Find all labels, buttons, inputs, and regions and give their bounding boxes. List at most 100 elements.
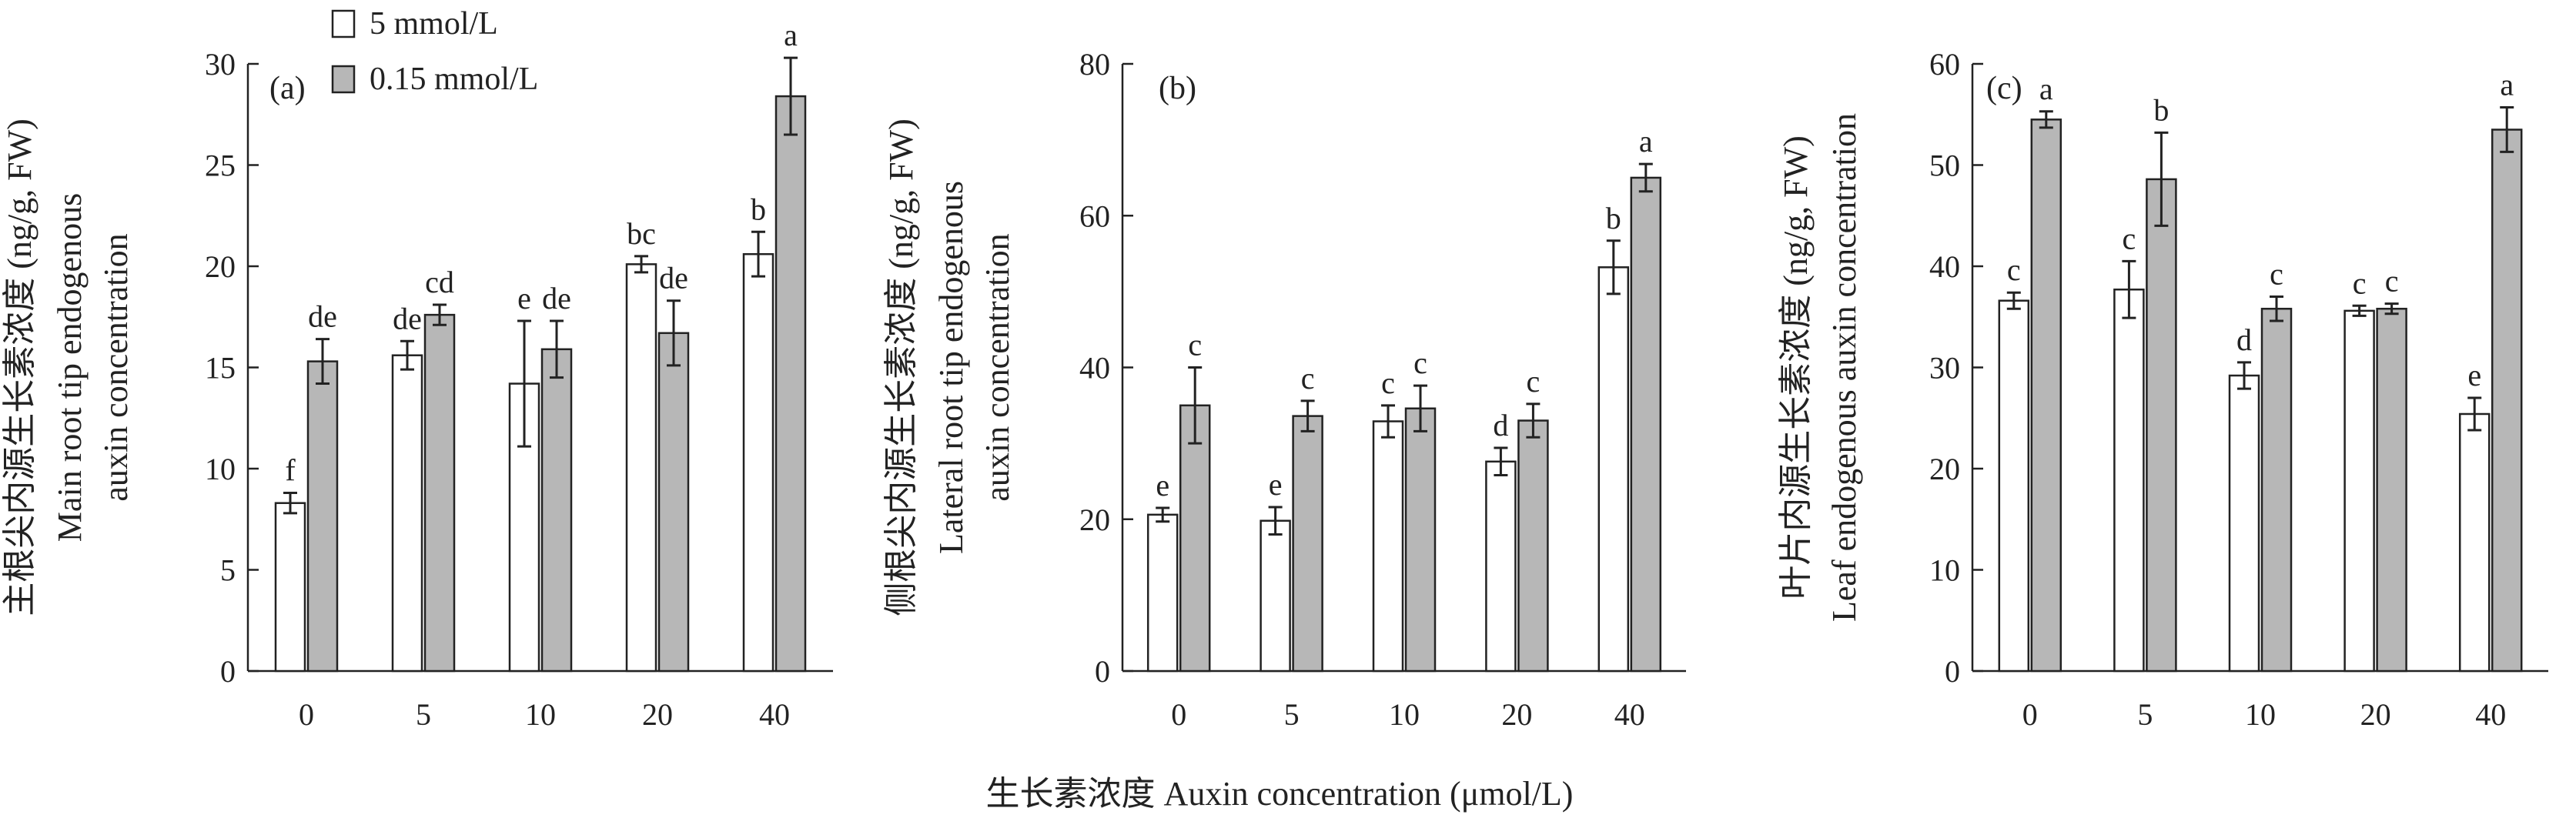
- significance-letter-c: c: [2123, 221, 2136, 255]
- y-axis-label-c: 叶片内源生长素浓度 (ng/g, FW): [1777, 135, 1815, 599]
- y-tick-label-c: 0: [1945, 654, 1960, 689]
- significance-letter-a: b: [751, 192, 766, 226]
- x-tick-label-a: 20: [642, 697, 673, 732]
- bar-a: [306, 360, 339, 673]
- panel-label-c: (c): [1986, 71, 2022, 106]
- y-axis-label-c: Leaf endogenous auxin concentration: [1825, 113, 1863, 622]
- x-tick-label-a: 40: [759, 697, 790, 732]
- significance-letter-a: e: [517, 281, 531, 316]
- y-tick-label-b: 80: [1079, 47, 1110, 82]
- y-tick-label-c: 60: [1929, 47, 1960, 82]
- bar-c: [2491, 129, 2523, 673]
- bar-a: [274, 502, 306, 673]
- x-tick-label-b: 5: [1284, 697, 1300, 732]
- significance-letter-b: e: [1269, 467, 1283, 502]
- y-tick-label-b: 20: [1079, 502, 1110, 537]
- y-axis-label-b: auxin concentration: [979, 233, 1016, 501]
- x-tick-label-b: 10: [1389, 697, 1420, 732]
- y-axis-label-a: 主根尖内源生长素浓度 (ng/g, FW): [1, 119, 38, 616]
- x-tick-label-c: 40: [2475, 697, 2506, 732]
- x-tick-label-b: 0: [1171, 697, 1186, 732]
- significance-letter-a: de: [393, 301, 422, 336]
- y-tick-label-b: 60: [1079, 199, 1110, 233]
- y-tick-label-a: 25: [205, 149, 236, 183]
- significance-letter-c: c: [2007, 252, 2021, 287]
- bar-c: [2228, 374, 2260, 673]
- legend-label-015mmol: 0.15 mmol/L: [370, 62, 538, 97]
- significance-letter-a: de: [659, 261, 688, 295]
- significance-letter-c: c: [2385, 264, 2399, 299]
- significance-letter-a: cd: [425, 265, 454, 299]
- x-tick-label-a: 10: [525, 697, 556, 732]
- significance-letter-b: c: [1527, 364, 1541, 399]
- panel-label-b: (b): [1159, 71, 1196, 106]
- y-axis-label-a: auxin concentration: [97, 233, 135, 501]
- bar-a: [391, 354, 423, 673]
- x-tick-label-c: 0: [2022, 697, 2038, 732]
- bar-c: [2343, 309, 2375, 673]
- bar-c: [2458, 412, 2491, 673]
- bar-b: [1146, 513, 1179, 673]
- bar-c: [2030, 119, 2062, 673]
- bar-a: [742, 252, 774, 673]
- y-tick-label-b: 0: [1095, 654, 1110, 689]
- significance-letter-c: a: [2039, 72, 2053, 106]
- x-tick-label-b: 20: [1501, 697, 1532, 732]
- significance-letter-b: b: [1606, 201, 1621, 235]
- y-tick-label-a: 5: [220, 553, 236, 588]
- bar-a: [625, 263, 657, 673]
- x-axis-label: 生长素浓度 Auxin concentration (μmol/L): [986, 775, 1574, 813]
- bar-a: [540, 348, 573, 673]
- bar-b: [1517, 419, 1549, 673]
- bar-c: [1998, 299, 2030, 673]
- y-axis-label-b: 侧根尖内源生长素浓度 (ng/g, FW): [882, 119, 920, 616]
- significance-letter-a: f: [285, 453, 296, 488]
- panel-b: 0204060800ec5ec10cc20dc40ba(b)侧根尖内源生长素浓度…: [882, 47, 1686, 732]
- significance-letter-a: de: [308, 299, 337, 334]
- bar-b: [1260, 519, 1291, 673]
- bar-b: [1292, 415, 1323, 673]
- significance-letter-c: e: [2467, 358, 2481, 392]
- bar-c: [2113, 288, 2145, 673]
- significance-letter-a: a: [784, 18, 798, 52]
- significance-letter-b: d: [1493, 408, 1508, 442]
- y-tick-label-a: 0: [220, 654, 236, 689]
- bar-a: [657, 332, 690, 673]
- significance-letter-c: b: [2153, 92, 2169, 127]
- significance-letter-c: a: [2500, 68, 2514, 102]
- significance-letter-a: bc: [627, 216, 656, 251]
- y-tick-label-a: 20: [205, 249, 236, 284]
- significance-letter-b: e: [1156, 468, 1169, 502]
- x-tick-label-a: 0: [299, 697, 314, 732]
- significance-letter-b: c: [1301, 361, 1315, 396]
- significance-letter-b: c: [1381, 366, 1395, 400]
- bar-c: [2260, 307, 2293, 673]
- bar-a: [423, 313, 456, 673]
- y-tick-label-c: 40: [1929, 249, 1960, 284]
- bar-c: [2376, 307, 2407, 673]
- y-tick-label-a: 15: [205, 351, 236, 386]
- bar-b: [1179, 404, 1211, 673]
- significance-letter-b: c: [1188, 328, 1202, 362]
- significance-letter-c: d: [2236, 322, 2252, 357]
- panel-label-a: (a): [269, 71, 306, 106]
- bar-b: [1630, 176, 1662, 673]
- y-tick-label-c: 20: [1929, 452, 1960, 486]
- x-tick-label-c: 10: [2245, 697, 2276, 732]
- bar-a: [774, 95, 807, 673]
- y-axis-label-b: Lateral root tip endogenous: [932, 181, 970, 554]
- bar-b: [1404, 407, 1437, 673]
- significance-letter-c: c: [2353, 265, 2367, 300]
- bar-c: [2146, 178, 2177, 673]
- legend-label-5mmol: 5 mmol/L: [370, 6, 498, 42]
- y-tick-label-c: 10: [1929, 553, 1960, 588]
- legend: 5 mmol/L 0.15 mmol/L: [331, 6, 538, 97]
- y-tick-label-b: 40: [1079, 351, 1110, 386]
- legend-swatch-015mmol: [331, 65, 356, 94]
- legend-swatch-5mmol: [331, 9, 356, 38]
- significance-letter-b: a: [1639, 124, 1653, 159]
- x-tick-label-c: 5: [2137, 697, 2153, 732]
